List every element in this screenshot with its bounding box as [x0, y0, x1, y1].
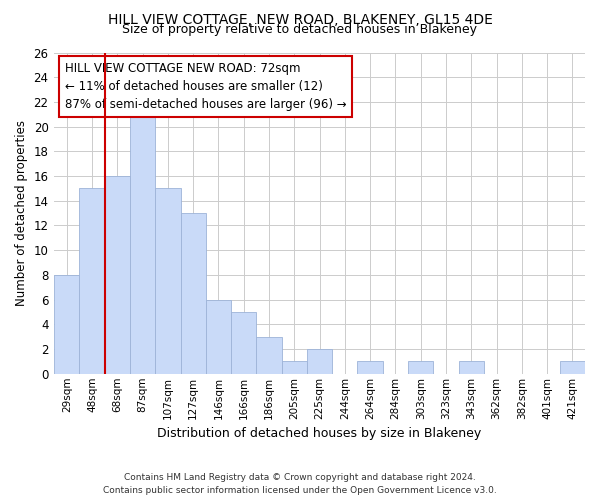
Bar [281, 362, 307, 374]
Bar [560, 362, 585, 374]
Text: Contains HM Land Registry data © Crown copyright and database right 2024.
Contai: Contains HM Land Registry data © Crown c… [103, 474, 497, 495]
Text: HILL VIEW COTTAGE NEW ROAD: 72sqm
← 11% of detached houses are smaller (12)
87% : HILL VIEW COTTAGE NEW ROAD: 72sqm ← 11% … [65, 62, 346, 111]
Bar [231, 312, 256, 374]
Bar [458, 362, 484, 374]
Bar [104, 176, 130, 374]
Y-axis label: Number of detached properties: Number of detached properties [15, 120, 28, 306]
Bar [256, 336, 281, 374]
Text: Size of property relative to detached houses in Blakeney: Size of property relative to detached ho… [122, 24, 478, 36]
Bar [54, 275, 79, 374]
Bar [358, 362, 383, 374]
Bar [408, 362, 433, 374]
Bar [79, 188, 104, 374]
Bar [181, 213, 206, 374]
Bar [130, 102, 155, 374]
X-axis label: Distribution of detached houses by size in Blakeney: Distribution of detached houses by size … [157, 427, 482, 440]
Bar [307, 349, 332, 374]
Bar [155, 188, 181, 374]
Text: HILL VIEW COTTAGE, NEW ROAD, BLAKENEY, GL15 4DE: HILL VIEW COTTAGE, NEW ROAD, BLAKENEY, G… [107, 12, 493, 26]
Bar [206, 300, 231, 374]
